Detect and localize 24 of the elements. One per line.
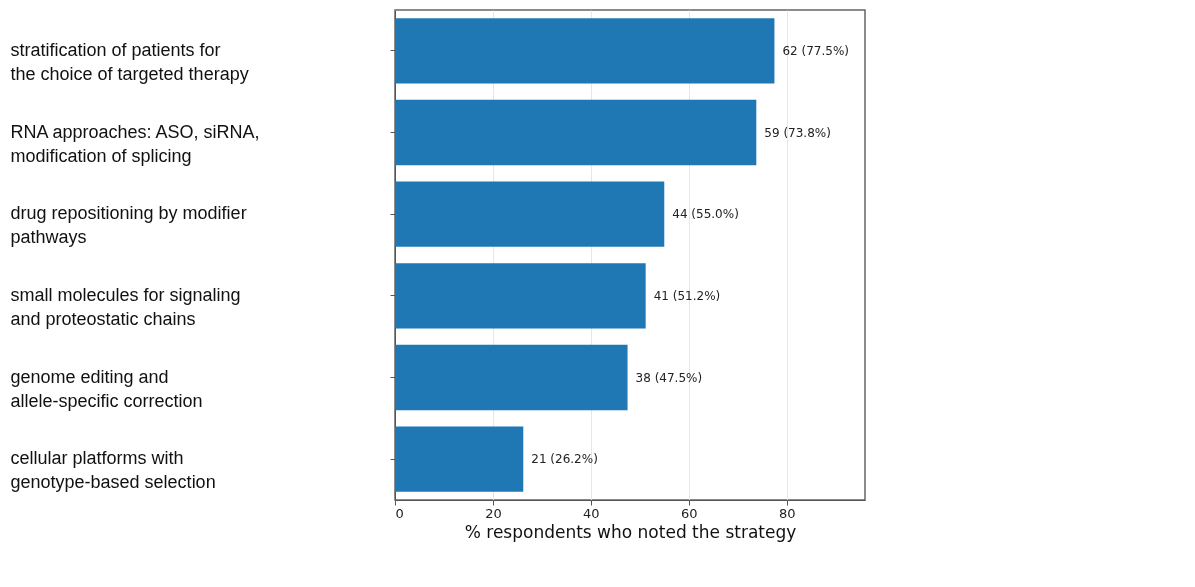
bar xyxy=(395,99,757,166)
bar xyxy=(395,181,665,247)
y-tick-label: stratification of patients for the choice of targeted therapy xyxy=(10,39,249,84)
y-tick-label: RNA approaches: ASO, siRNA, modification of splicing xyxy=(10,121,260,166)
x-tick-label: 20 xyxy=(485,505,502,521)
data-label: 44 (55.0%) xyxy=(672,207,739,222)
bar xyxy=(395,344,628,411)
y-tick-label: cellular platforms with genotype-based selection xyxy=(10,448,216,493)
y-tick-label: genome editing and allele-specific correction xyxy=(10,366,203,411)
data-label: 62 (77.5%) xyxy=(782,43,850,58)
x-tick-label: 80 xyxy=(778,505,796,521)
y-tick-label: drug repositioning by modifier pathways xyxy=(10,203,247,248)
x-tick-label: 60 xyxy=(680,505,698,521)
x-tick-label: 0 xyxy=(395,505,404,521)
data-label: 59 (73.8%) xyxy=(764,125,831,140)
data-label: 21 (26.2%) xyxy=(531,452,598,467)
x-tick-label: 40 xyxy=(583,505,600,521)
y-tick-label: small molecules for signaling and proteostatic chains xyxy=(10,284,241,329)
data-label: 41 (51.2%) xyxy=(653,288,721,303)
bar xyxy=(395,426,524,492)
bar xyxy=(395,18,775,84)
bar xyxy=(395,263,646,329)
x-axis-title: % respondents who noted the strategy xyxy=(464,521,797,542)
data-label: 38 (47.5%) xyxy=(635,370,703,385)
